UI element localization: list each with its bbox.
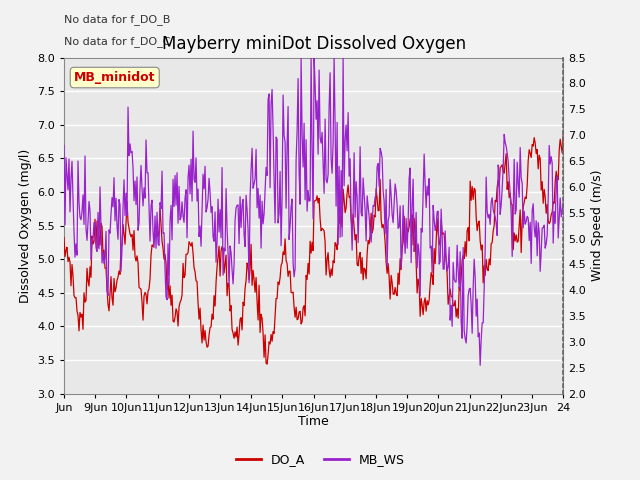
Text: No data for f_DO_C: No data for f_DO_C	[64, 36, 170, 47]
Text: No data for f_DO_B: No data for f_DO_B	[64, 14, 170, 25]
Text: MB_minidot: MB_minidot	[74, 71, 156, 84]
Y-axis label: Wind Speed (m/s): Wind Speed (m/s)	[591, 170, 604, 281]
X-axis label: Time: Time	[298, 415, 329, 429]
Y-axis label: Dissolved Oxygen (mg/l): Dissolved Oxygen (mg/l)	[19, 148, 31, 303]
Title: Mayberry miniDot Dissolved Oxygen: Mayberry miniDot Dissolved Oxygen	[161, 35, 466, 53]
Legend: DO_A, MB_WS: DO_A, MB_WS	[230, 448, 410, 471]
